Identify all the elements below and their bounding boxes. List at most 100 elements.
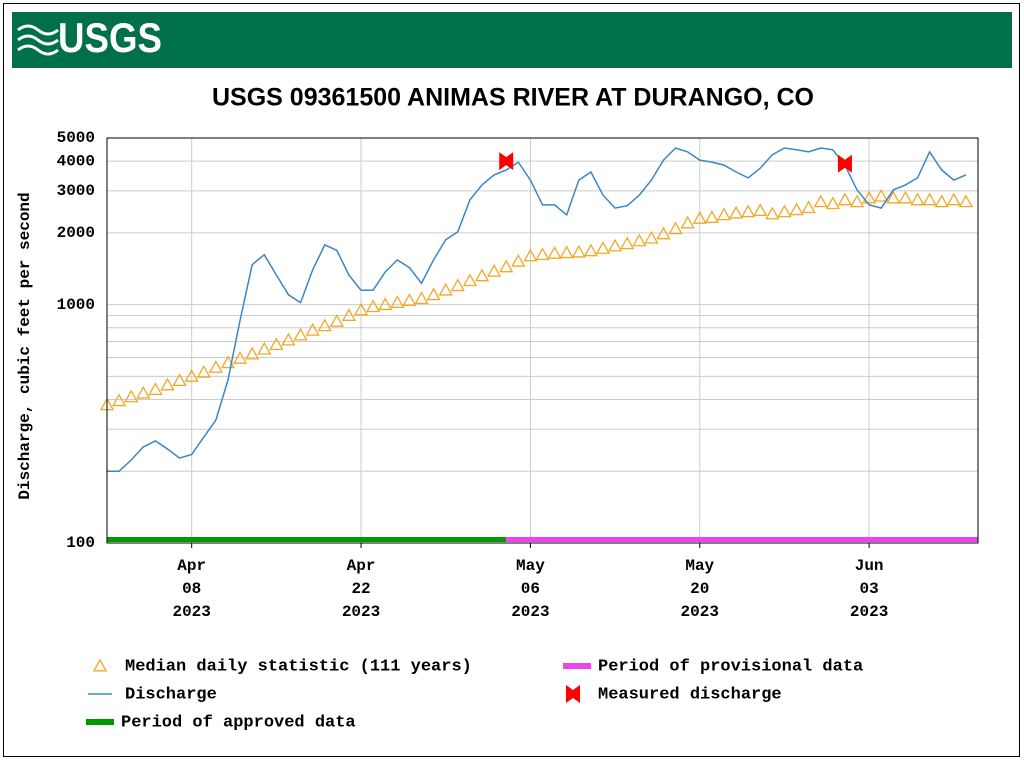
median-marker [341, 308, 357, 321]
y-tick-label: 2000 [57, 224, 95, 242]
median-marker [777, 204, 792, 218]
median-marker [208, 360, 223, 373]
measured-marker [499, 152, 514, 171]
x-tick-label: 2023 [511, 603, 549, 621]
median-marker [620, 236, 635, 250]
x-tick-label: May [685, 557, 714, 575]
median-marker [910, 192, 925, 206]
median-marker [450, 278, 465, 292]
median-marker [922, 192, 937, 206]
x-tick-label: 2023 [342, 603, 380, 621]
x-tick-label: 08 [182, 580, 201, 598]
median-marker [172, 373, 187, 387]
median-marker [378, 297, 393, 311]
legend-label: Discharge [125, 685, 217, 704]
median-marker [862, 190, 877, 204]
legend-label: Period of approved data [121, 713, 356, 732]
median-marker [837, 192, 853, 206]
median-marker [946, 192, 961, 206]
x-tick-label: Jun [855, 557, 884, 575]
median-marker [232, 351, 248, 364]
median-marker [728, 205, 744, 219]
median-marker [559, 245, 574, 259]
logo-wave [17, 24, 59, 36]
median-marker [462, 273, 478, 287]
legend-label: Period of provisional data [598, 657, 863, 676]
x-tick-label: 2023 [172, 603, 210, 621]
y-tick-label: 100 [66, 534, 95, 552]
median-marker [269, 337, 284, 350]
median-marker [825, 196, 840, 210]
median-marker [958, 194, 974, 208]
median-marker [632, 233, 647, 247]
median-marker [898, 190, 913, 204]
median-marker [305, 323, 320, 336]
median-marker [874, 188, 889, 202]
median-marker [353, 302, 369, 316]
legend-symbol [563, 663, 591, 669]
legend-symbol [92, 658, 108, 672]
median-marker [402, 293, 417, 307]
median-marker [801, 200, 816, 214]
median-marker [668, 221, 683, 235]
median-marker [257, 341, 272, 355]
x-tick-label: 2023 [681, 603, 719, 621]
median-marker [426, 287, 441, 301]
median-marker [366, 299, 381, 313]
chart-title: USGS 09361500 ANIMAS RIVER AT DURANGO, C… [212, 84, 814, 112]
y-tick-label: 3000 [57, 182, 95, 200]
median-marker [849, 194, 865, 208]
period-bar [107, 537, 507, 542]
median-marker [547, 246, 562, 259]
median-marker [196, 364, 211, 378]
y-tick-label: 1000 [57, 296, 95, 314]
legend-symbol [86, 719, 114, 725]
median-marker [753, 203, 768, 217]
x-tick-label: 06 [521, 580, 540, 598]
logo-wave [17, 34, 59, 46]
median-marker [160, 377, 175, 391]
median-marker [535, 247, 550, 261]
median-marker [595, 241, 611, 254]
x-tick-label: 22 [351, 580, 370, 598]
median-marker [656, 226, 671, 240]
banner [12, 12, 1012, 68]
x-tick-label: Apr [347, 557, 376, 575]
median-marker [789, 202, 804, 216]
x-tick-label: 2023 [850, 603, 888, 621]
median-marker [438, 282, 453, 296]
median-marker [644, 230, 659, 244]
median-marker [414, 291, 429, 305]
x-tick-label: 20 [690, 580, 709, 598]
median-marker [741, 204, 756, 218]
discharge-line [107, 147, 967, 472]
median-marker [148, 382, 163, 396]
median-marker [474, 268, 490, 282]
median-marker [607, 238, 623, 252]
y-axis-label: Discharge, cubic feet per second [16, 192, 34, 499]
median-marker [692, 211, 707, 224]
median-marker [245, 346, 260, 360]
median-marker [184, 369, 199, 382]
legend-label: Median daily statistic (111 years) [125, 657, 472, 676]
median-marker [511, 253, 526, 267]
y-tick-label: 4000 [57, 152, 95, 170]
legend-symbol [566, 685, 580, 703]
frame [3, 3, 1020, 757]
median-marker [765, 206, 780, 220]
median-marker [390, 295, 405, 309]
median-marker [886, 190, 901, 204]
median-marker [523, 248, 538, 262]
median-marker [111, 393, 127, 407]
median-marker [813, 194, 828, 208]
measured-marker [837, 154, 852, 173]
median-marker [487, 263, 502, 277]
median-marker [317, 318, 332, 332]
period-bar [506, 537, 978, 542]
logo-wave [17, 44, 59, 56]
median-marker [329, 314, 344, 327]
logo-text: USGS [58, 14, 162, 61]
median-marker [281, 332, 296, 346]
x-tick-label: Apr [177, 557, 206, 575]
